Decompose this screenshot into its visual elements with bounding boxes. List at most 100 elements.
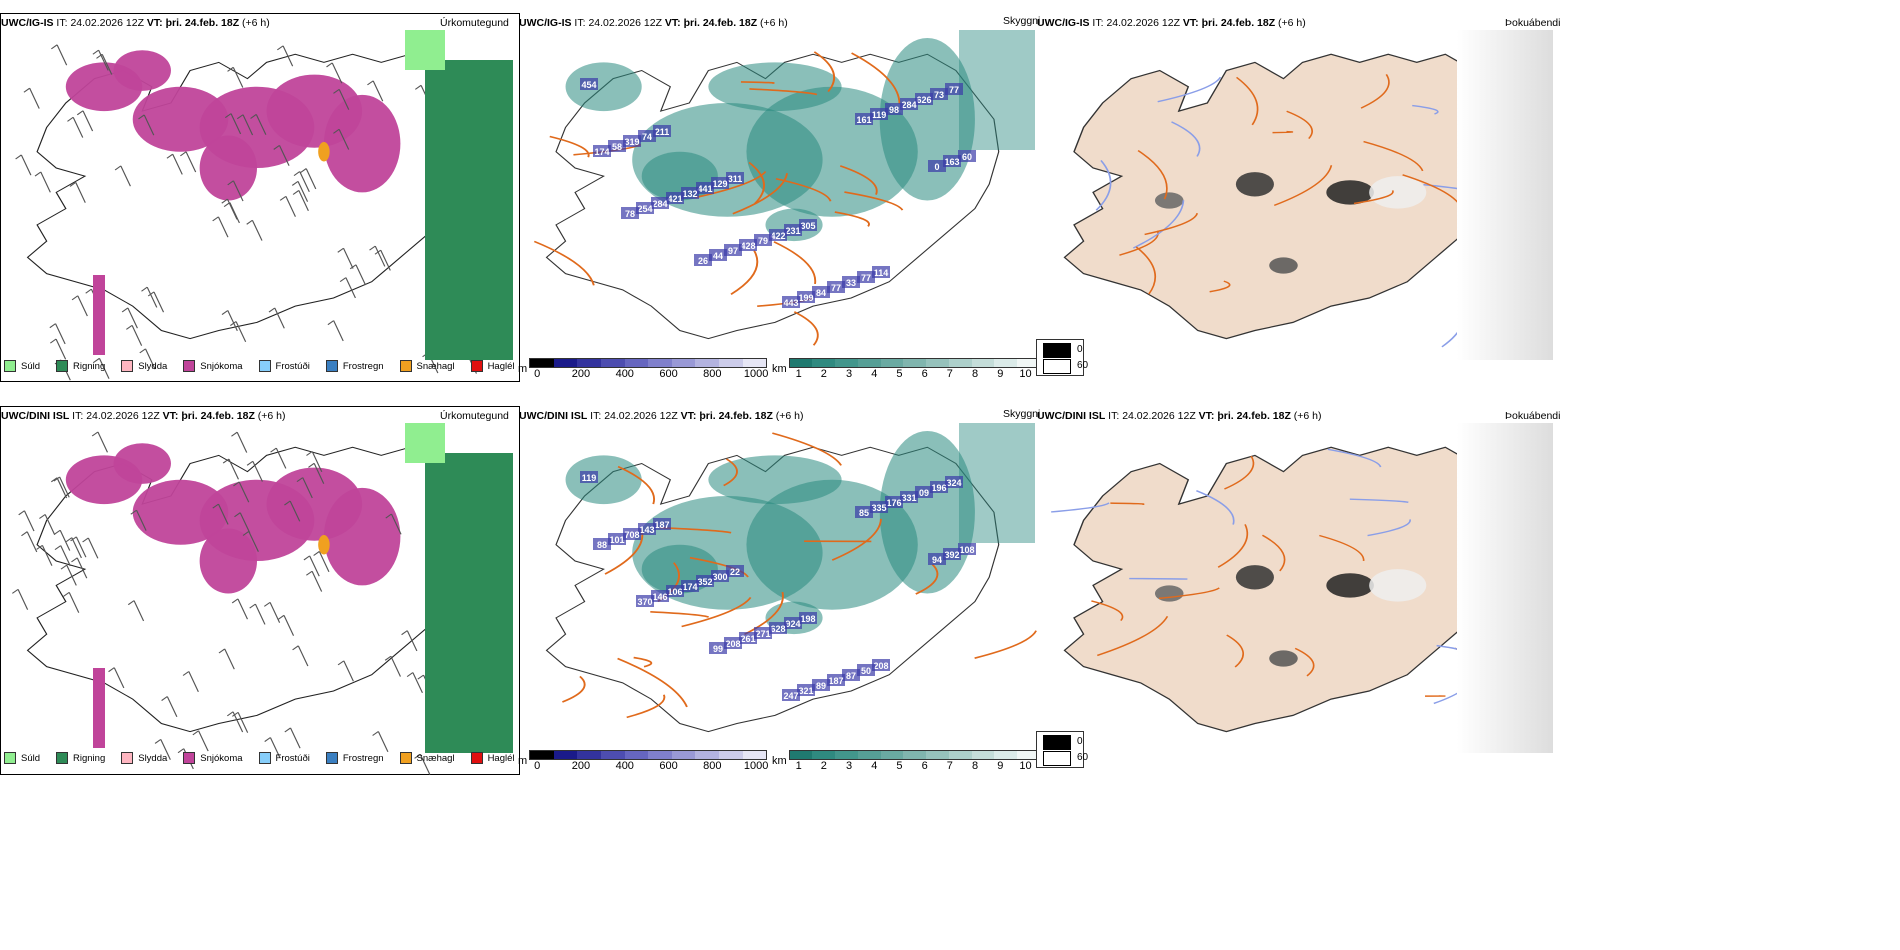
road [1110, 502, 1145, 506]
panel-title-fog-row1: Þokuábendi [1505, 17, 1561, 29]
ceiling-label-bg [885, 496, 903, 508]
ceiling-label: 77 [831, 283, 841, 293]
visibility-colorbar-row1: km 1 2 3 4 5 6 7 8 9 10 [772, 358, 1041, 380]
colorbar-tick: 2 [820, 368, 827, 380]
fog-index-area [1326, 180, 1374, 205]
ceiling-label-bg [930, 88, 948, 100]
road [650, 611, 710, 618]
colorbar-tick: 0 [534, 368, 541, 380]
ceiling-label-bg [900, 98, 918, 110]
legend-item-3: Snjókoma [183, 360, 243, 372]
ceiling-label: 174 [594, 147, 609, 157]
ceiling-label-bg [769, 622, 787, 634]
colorbar-cell [994, 751, 1018, 759]
iceland-map [533, 38, 999, 346]
colorbar-tick: 7 [946, 760, 953, 772]
precip-type-panel-row2 [0, 406, 520, 775]
colorbar-tick: 200 [571, 368, 591, 380]
legend-label: Snjókoma [200, 752, 243, 764]
colorbar-tick: 3 [846, 368, 853, 380]
precip-type-panel-row1 [0, 13, 520, 382]
ceiling-label: 73 [934, 90, 944, 100]
coastline [547, 54, 999, 338]
fog-index-area [1369, 569, 1427, 602]
colorbar-cell [553, 359, 578, 367]
ceiling-label: 119 [872, 110, 887, 120]
ceiling-label: 247 [783, 691, 798, 701]
ceiling-label-bg [709, 642, 727, 654]
low-visibility-area [765, 601, 823, 635]
ceiling-label: 106 [667, 587, 682, 597]
fog-key-swatch [1043, 359, 1071, 374]
ceiling-label-bg [638, 130, 656, 142]
ceiling-label: 187 [828, 676, 843, 686]
river [1327, 448, 1382, 468]
ceiling-label: 101 [609, 535, 624, 545]
ceiling-label: 85 [859, 508, 869, 518]
legend-swatch [56, 360, 69, 372]
coastline [1065, 54, 1517, 338]
ceiling-label-bg [580, 471, 598, 483]
ceiling-label-bg [855, 113, 873, 125]
ceiling-label-bg [724, 637, 742, 649]
legend-item-2: Slydda [121, 752, 167, 764]
colorbar-cell [742, 359, 767, 367]
ceiling-label: 319 [624, 137, 639, 147]
colorbar-tick: 1 [795, 368, 802, 380]
colorbar-tick: 4 [871, 368, 878, 380]
ceiling-label: 352 [697, 577, 712, 587]
road [1319, 534, 1365, 561]
colorbar-cell [812, 359, 836, 367]
legend-label: Snjókoma [200, 360, 243, 372]
ceiling-label: 392 [944, 550, 959, 560]
fog-offshore [1457, 30, 1553, 360]
legend-label: Frostregn [342, 360, 384, 372]
colorbar-unit: m [518, 363, 528, 375]
low-visibility-area [708, 62, 842, 112]
colorbar-unit: km [772, 363, 787, 375]
colorbar-cell [718, 751, 743, 759]
ceiling-label: 198 [800, 614, 815, 624]
legend-item-7: Haglél [470, 360, 515, 372]
ceiling-label: 174 [682, 582, 697, 592]
colorbar-tick: 600 [659, 368, 678, 380]
ceiling-label-bg [827, 674, 845, 686]
colorbar-cell [577, 751, 601, 759]
colorbar-cell [926, 751, 949, 759]
ceiling-label-bg [608, 533, 626, 545]
ceiling-label-bg [623, 528, 641, 540]
colorbar-cell [530, 359, 554, 367]
ceiling-label: 231 [785, 226, 800, 236]
fog-key-label: 0 [1077, 736, 1083, 747]
ceiling-label: 176 [886, 498, 901, 508]
colorbar-cell [695, 751, 719, 759]
road [1209, 280, 1231, 293]
colorbar-cell [903, 751, 927, 759]
fog-offshore [1457, 423, 1553, 753]
colorbar-cell [971, 751, 995, 759]
ceiling-label-bg [782, 296, 800, 308]
ceiling-label: 421 [667, 194, 682, 204]
road [839, 165, 878, 195]
ceiling-label: 196 [931, 483, 946, 493]
legend-item-6: Snæhagl [399, 360, 455, 372]
ceiling-label-bg [958, 150, 976, 162]
colorbar-cell [671, 359, 696, 367]
road [1091, 600, 1124, 622]
colorbar-cell [948, 359, 972, 367]
ceiling-label: 146 [652, 592, 667, 602]
road [772, 432, 842, 466]
panel-header-row2-col1: UWC/DINI ISL IT: 24.02.2026 12Z VT: þri.… [1, 410, 286, 422]
ceiling-label-bg [608, 140, 626, 152]
road [732, 173, 788, 215]
ceiling-label: 161 [856, 115, 871, 125]
colorbar-tick: 600 [659, 760, 678, 772]
legend-swatch [325, 752, 338, 764]
iceland-map [547, 431, 1037, 732]
ceiling-label-bg [580, 78, 598, 90]
legend-swatch [399, 360, 412, 372]
ceiling-label-bg [784, 224, 802, 236]
legend-item-1: Rigning [56, 360, 105, 372]
low-visibility-area [632, 103, 823, 217]
colorbar-tick: 800 [703, 368, 722, 380]
